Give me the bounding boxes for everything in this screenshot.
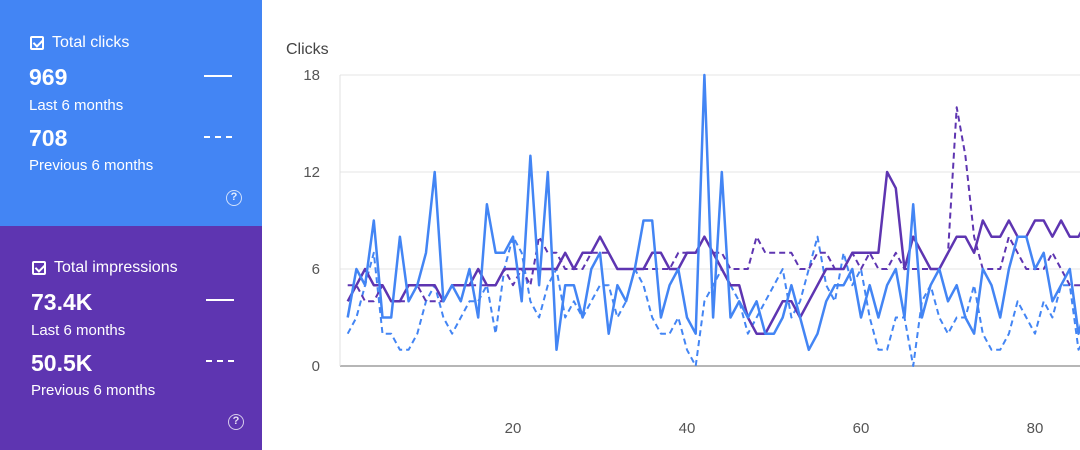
y-tick-label: 18 xyxy=(303,67,320,84)
total-clicks-toggle[interactable]: Total clicks xyxy=(30,34,129,52)
y-tick-label: 0 xyxy=(312,358,320,375)
clicks-current-period: Last 6 months xyxy=(29,97,124,114)
impressions-current-value: 73.4K xyxy=(31,289,93,315)
checkbox-checked-icon[interactable] xyxy=(30,36,44,50)
total-impressions-label: Total impressions xyxy=(54,259,178,276)
x-tick-label: 60 xyxy=(853,420,870,437)
clicks-previous-period: Previous 6 months xyxy=(29,157,154,174)
question-circle-icon[interactable]: ? xyxy=(226,190,242,206)
impressions-current-period: Last 6 months xyxy=(31,322,126,339)
series-line-2 xyxy=(346,170,1080,335)
total-clicks-label: Total clicks xyxy=(52,34,130,51)
y-axis-title: Clicks xyxy=(286,41,329,58)
dashed-line-legend-icon xyxy=(204,136,232,138)
checkbox-checked-icon[interactable] xyxy=(32,261,46,275)
dashed-line-legend-icon xyxy=(206,360,234,362)
chart-lines xyxy=(346,73,1080,367)
x-axis-ticks: 20 40 60 80 xyxy=(505,420,1044,437)
y-axis-ticks: 0 6 12 18 xyxy=(303,67,320,375)
clicks-previous-value: 708 xyxy=(29,125,68,151)
clicks-current-value: 969 xyxy=(29,64,68,90)
series-line-3 xyxy=(347,106,1080,303)
impressions-previous-period: Previous 6 months xyxy=(31,382,156,399)
y-tick-label: 12 xyxy=(303,164,320,181)
question-circle-icon[interactable]: ? xyxy=(228,414,244,430)
total-impressions-toggle[interactable]: Total impressions xyxy=(32,259,178,277)
series-line-0 xyxy=(346,73,1080,352)
x-tick-label: 80 xyxy=(1027,420,1044,437)
x-tick-label: 20 xyxy=(505,420,522,437)
total-clicks-card[interactable]: Total clicks 969 Last 6 months 708 Previ… xyxy=(0,0,262,226)
x-tick-label: 40 xyxy=(679,420,696,437)
solid-line-legend-icon xyxy=(204,75,232,77)
chart-grid xyxy=(339,74,1080,367)
y-tick-label: 6 xyxy=(312,261,320,278)
solid-line-legend-icon xyxy=(206,299,234,301)
impressions-previous-value: 50.5K xyxy=(31,350,93,376)
performance-chart[interactable]: Clicks 0 6 12 18 20 40 60 80 xyxy=(270,0,1080,450)
total-impressions-card[interactable]: Total impressions 73.4K Last 6 months 50… xyxy=(0,226,262,450)
